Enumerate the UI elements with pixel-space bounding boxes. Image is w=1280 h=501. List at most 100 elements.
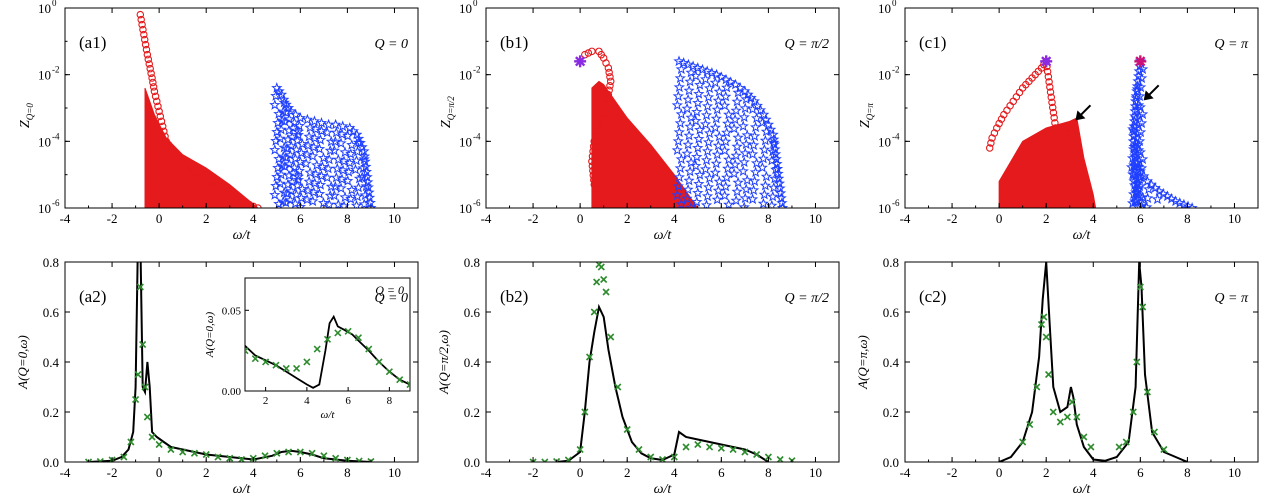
data-point-circle	[603, 95, 611, 103]
data-point-x	[355, 457, 363, 462]
x-tick-label: -4	[481, 465, 492, 480]
data-point-x	[1040, 313, 1048, 321]
data-point-star	[339, 146, 351, 158]
data-point-circle	[588, 47, 596, 56]
data-point-star	[700, 109, 713, 121]
data-point-star	[701, 145, 714, 157]
data-point-star	[345, 193, 357, 204]
data-point-circle	[210, 182, 218, 190]
data-point-circle	[237, 197, 246, 206]
data-point-star	[317, 152, 330, 163]
data-point-x	[365, 345, 373, 353]
data-point-star	[720, 135, 732, 147]
panel-b2: -4 -2 0 2 4 6 8 10 ω/t 0.0 0.2 0.4 0.6 0.8 A(Q=π/2,ω) (…	[436, 255, 840, 497]
data-point-star	[750, 112, 763, 124]
data-point-star	[699, 118, 712, 130]
y-axis-label-main: Z	[858, 120, 873, 128]
panel-label: (c2)	[919, 287, 946, 306]
data-point-star	[323, 198, 335, 208]
q-annotation: Q = 0	[374, 291, 408, 306]
data-point-star	[1136, 200, 1148, 208]
data-point-circle	[147, 69, 155, 78]
y-tick-label: 10	[459, 1, 472, 16]
y-tick-label: 0.0	[464, 455, 480, 470]
x-stroke	[753, 450, 761, 459]
arrow-head	[1075, 110, 1086, 121]
y-tick-label: 10	[878, 68, 891, 83]
data-point-star	[721, 81, 733, 93]
data-point-star	[713, 85, 725, 97]
data-point-x	[585, 353, 594, 361]
x-tick-label: 6	[1137, 465, 1144, 480]
data-point-star	[1126, 152, 1139, 164]
data-point-star	[1129, 196, 1142, 207]
inset-series-line	[245, 314, 410, 389]
data-point-star	[711, 148, 723, 160]
data-point-star	[272, 117, 284, 128]
data-point-star	[702, 91, 715, 103]
data-point-star	[293, 165, 305, 176]
data-point-star	[746, 148, 759, 160]
data-point-star	[332, 153, 344, 165]
data-point-star	[709, 76, 721, 88]
data-point-star	[731, 95, 743, 107]
y-tick-label: 10	[878, 1, 891, 16]
x-stroke	[1068, 398, 1076, 406]
data-point-star	[339, 191, 351, 203]
data-point-star	[337, 120, 349, 132]
data-point-circle	[153, 97, 161, 106]
data-point-star	[1131, 83, 1143, 95]
x-stroke	[635, 445, 643, 454]
data-point-star	[684, 120, 696, 132]
data-point-star	[270, 180, 282, 191]
data-point-star	[692, 97, 704, 108]
data-point-circle	[1046, 88, 1055, 96]
data-point-star	[291, 179, 303, 191]
data-point-star	[315, 170, 328, 181]
data-point-star	[711, 103, 723, 115]
x-stroke	[597, 263, 605, 271]
y-tick-label: 0.2	[883, 405, 899, 420]
inset-x-tick-label: 8	[387, 395, 393, 407]
data-point-star	[723, 198, 735, 208]
x-tick-label: 6	[297, 465, 304, 480]
y-tick-exponent: -2	[52, 65, 60, 75]
data-point-x	[190, 449, 198, 457]
data-point-x	[529, 458, 537, 462]
data-point-star	[307, 195, 319, 207]
panel-c1: -4 -2 0 2 4 6 8 10ω/t10-610-410-210 0ZQ=π(c1) Q =…	[858, 0, 1259, 243]
x-stroke	[565, 456, 572, 462]
y-axis-label: A(Q=π/2,ω)	[436, 330, 451, 395]
data-point-circle	[139, 25, 147, 34]
data-point-circle	[589, 147, 597, 156]
data-point-x	[245, 347, 249, 355]
data-point-star	[283, 124, 295, 136]
data-point-star	[271, 171, 283, 182]
data-point-x	[717, 444, 725, 452]
data-point-circle	[151, 92, 160, 101]
data-point-star	[1142, 192, 1154, 204]
data-point-x	[202, 450, 210, 459]
data-point-circle	[157, 117, 166, 126]
data-point-x	[729, 445, 737, 454]
x-stroke	[296, 448, 304, 456]
plot-area	[574, 47, 789, 208]
x-tick-label: -2	[107, 465, 118, 480]
data-point-star	[683, 174, 695, 186]
x-tick-label: 2	[624, 211, 631, 226]
data-point-circle	[594, 199, 602, 208]
panel-label: (a2)	[79, 287, 106, 306]
data-point-circle	[161, 132, 169, 141]
data-point-x	[1115, 443, 1123, 451]
data-point-circle	[605, 86, 613, 94]
data-point-star	[675, 63, 687, 75]
data-point-star	[738, 156, 750, 168]
data-point-star	[729, 78, 741, 90]
data-point-x	[753, 450, 761, 459]
x-stroke	[134, 370, 142, 379]
series-line	[88, 262, 371, 462]
data-point-star	[335, 137, 347, 149]
data-point-x	[597, 263, 605, 271]
data-point-x	[214, 453, 222, 461]
